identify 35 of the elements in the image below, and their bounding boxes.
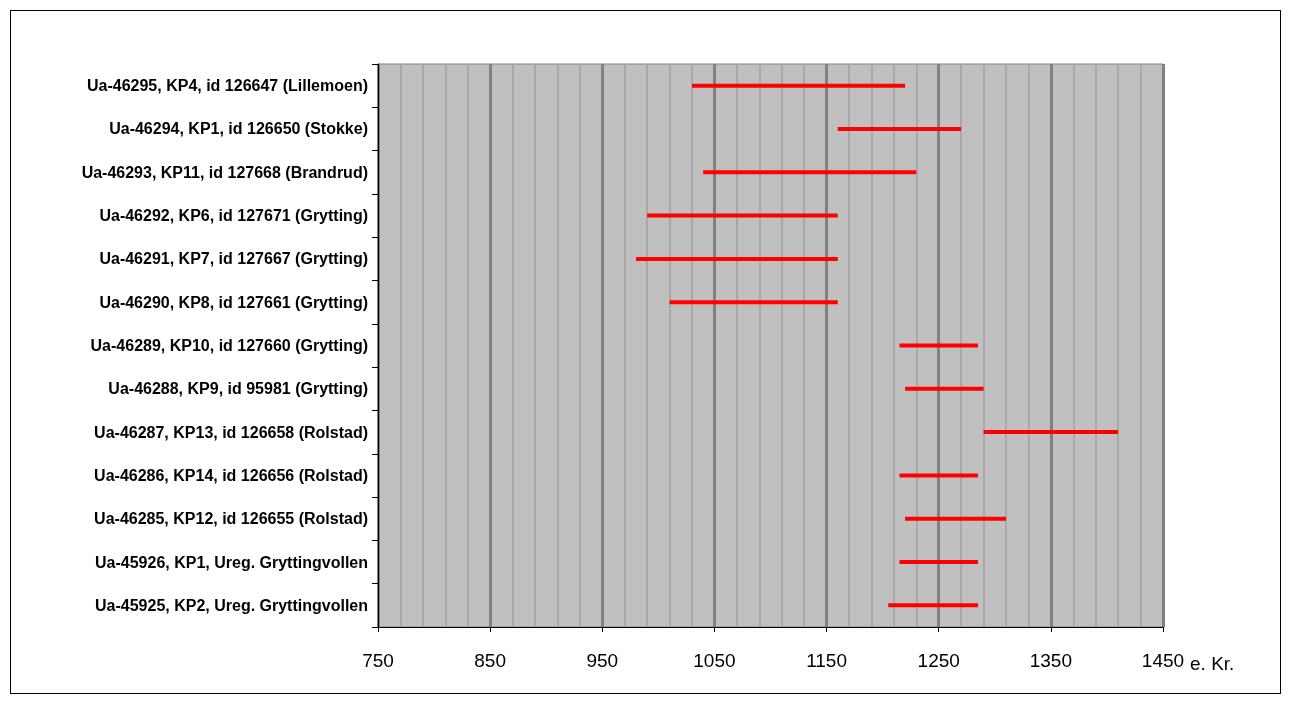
bar [635, 256, 838, 261]
bar [899, 343, 978, 348]
bar [647, 213, 838, 218]
y-tick-label: Ua-46294, KP1, id 126650 (Stokke) [109, 120, 368, 138]
y-tick-label: Ua-46291, KP7, id 127667 (Grytting) [99, 250, 368, 268]
x-tick-label: 1050 [693, 650, 736, 671]
x-tick-label: 1150 [806, 650, 847, 671]
x-tick-label: 950 [586, 650, 619, 671]
bar [899, 560, 978, 565]
bar [669, 300, 838, 305]
y-tick-label: Ua-46286, KP14, id 126656 (Rolstad) [94, 466, 368, 484]
bar [692, 83, 906, 88]
x-axis-title: e. Kr. [1190, 653, 1235, 674]
y-tick-label: Ua-46292, KP6, id 127671 (Grytting) [99, 207, 368, 225]
y-tick-label: Ua-46285, KP12, id 126655 (Rolstad) [94, 510, 368, 528]
x-tick-label: 1450 [1141, 650, 1185, 671]
y-tick-label: Ua-46295, KP4, id 126647 (Lillemoen) [86, 77, 368, 95]
bar [899, 473, 978, 478]
bar [888, 603, 978, 608]
y-tick-label: Ua-46290, KP8, id 127661 (Grytting) [99, 293, 368, 311]
y-tick-label: Ua-45925, KP2, Ureg. Gryttingvollen [95, 596, 368, 614]
bar [703, 170, 917, 175]
x-tick-label: 1250 [917, 650, 960, 671]
bar [905, 516, 1006, 521]
bar [837, 126, 962, 131]
bar [905, 386, 984, 391]
y-tick-label: Ua-46293, KP11, id 127668 (Brandrud) [81, 163, 368, 181]
y-tick-label: Ua-46287, KP13, id 126658 (Rolstad) [94, 423, 368, 441]
x-tick-label: 1350 [1029, 650, 1072, 671]
bar [983, 430, 1119, 435]
y-tick-label: Ua-45926, KP1, Ureg. Gryttingvollen [95, 553, 368, 571]
y-tick-label: Ua-46288, KP9, id 95981 (Grytting) [108, 380, 368, 398]
x-tick-label: 850 [474, 650, 506, 671]
x-tick-label: 750 [362, 650, 394, 671]
y-tick-label: Ua-46289, KP10, id 127660 (Grytting) [90, 337, 368, 354]
